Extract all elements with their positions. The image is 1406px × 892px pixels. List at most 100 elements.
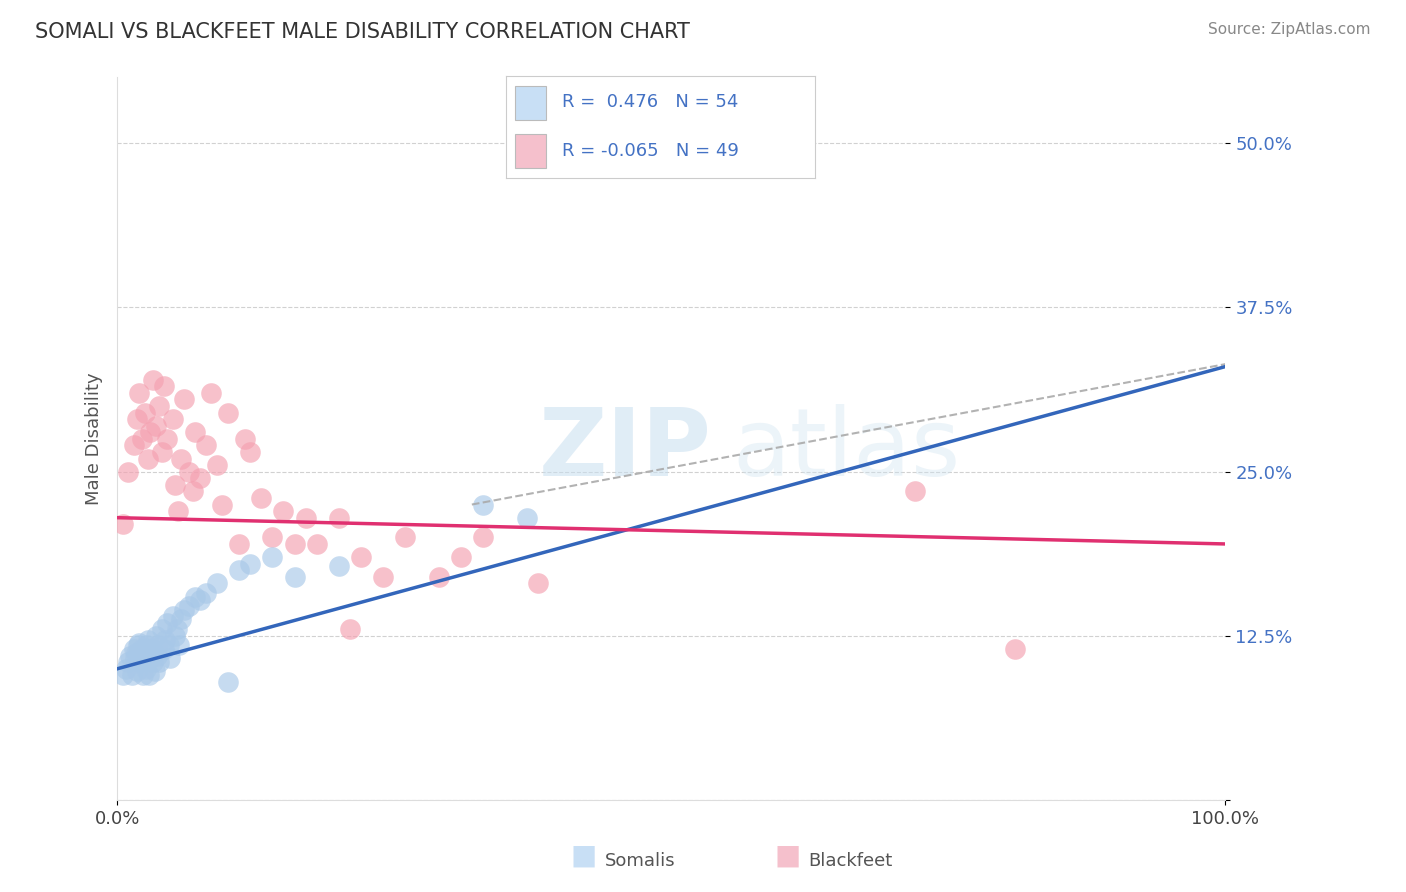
Point bbox=[115, 662, 138, 676]
Point bbox=[166, 623, 188, 637]
Point bbox=[129, 655, 152, 669]
Point bbox=[450, 550, 472, 565]
Point bbox=[152, 642, 174, 657]
Point bbox=[173, 392, 195, 407]
Point bbox=[139, 425, 162, 440]
Point bbox=[205, 458, 228, 472]
Point bbox=[328, 510, 350, 524]
Point bbox=[148, 655, 170, 669]
Point bbox=[142, 655, 165, 669]
FancyBboxPatch shape bbox=[516, 135, 547, 168]
Point bbox=[194, 438, 217, 452]
Point bbox=[128, 635, 150, 649]
Point bbox=[184, 425, 207, 440]
Point bbox=[233, 432, 256, 446]
Text: Source: ZipAtlas.com: Source: ZipAtlas.com bbox=[1208, 22, 1371, 37]
Point bbox=[117, 465, 139, 479]
Point bbox=[179, 599, 201, 613]
Point bbox=[111, 517, 134, 532]
Point bbox=[228, 563, 250, 577]
Point bbox=[150, 623, 173, 637]
Point bbox=[125, 646, 148, 660]
Point bbox=[904, 484, 927, 499]
Point bbox=[135, 662, 157, 676]
Point bbox=[145, 629, 167, 643]
Point bbox=[471, 530, 494, 544]
Point bbox=[139, 651, 162, 665]
Point bbox=[131, 432, 153, 446]
Point bbox=[163, 629, 186, 643]
Point bbox=[132, 651, 155, 665]
Point bbox=[142, 373, 165, 387]
Y-axis label: Male Disability: Male Disability bbox=[86, 373, 103, 505]
Point bbox=[157, 638, 180, 652]
Text: ■: ■ bbox=[775, 842, 800, 870]
Point bbox=[239, 445, 262, 459]
Point bbox=[328, 559, 350, 574]
Point bbox=[283, 537, 305, 551]
Point bbox=[122, 438, 145, 452]
Point bbox=[134, 646, 156, 660]
Point bbox=[250, 491, 273, 505]
Point bbox=[128, 385, 150, 400]
Point bbox=[156, 432, 179, 446]
Point bbox=[373, 570, 395, 584]
Point bbox=[136, 632, 159, 647]
Point bbox=[167, 638, 190, 652]
Point bbox=[350, 550, 373, 565]
Point bbox=[217, 675, 239, 690]
Text: R =  0.476   N = 54: R = 0.476 N = 54 bbox=[562, 94, 738, 112]
Point bbox=[117, 655, 139, 669]
Point bbox=[184, 590, 207, 604]
Point bbox=[527, 576, 550, 591]
Point bbox=[124, 651, 146, 665]
Point bbox=[1004, 642, 1026, 657]
Point bbox=[170, 451, 193, 466]
FancyBboxPatch shape bbox=[516, 87, 547, 120]
Point bbox=[294, 510, 316, 524]
Point bbox=[127, 665, 149, 679]
Point bbox=[163, 478, 186, 492]
Text: Blackfeet: Blackfeet bbox=[808, 852, 893, 870]
Point bbox=[167, 504, 190, 518]
Point bbox=[148, 399, 170, 413]
Point bbox=[200, 385, 222, 400]
Point bbox=[162, 412, 184, 426]
Point bbox=[127, 412, 149, 426]
Point bbox=[143, 665, 166, 679]
Point bbox=[262, 530, 284, 544]
Point bbox=[394, 530, 416, 544]
Point bbox=[162, 609, 184, 624]
Point bbox=[111, 668, 134, 682]
Point bbox=[188, 593, 211, 607]
Point bbox=[173, 602, 195, 616]
Text: Somalis: Somalis bbox=[605, 852, 675, 870]
Point bbox=[516, 510, 538, 524]
Point bbox=[131, 668, 153, 682]
Point bbox=[153, 632, 176, 647]
Point bbox=[145, 418, 167, 433]
Point bbox=[152, 379, 174, 393]
Point bbox=[170, 612, 193, 626]
Point bbox=[148, 638, 170, 652]
Point bbox=[228, 537, 250, 551]
Point bbox=[156, 615, 179, 630]
Text: ZIP: ZIP bbox=[538, 404, 711, 496]
Point bbox=[127, 638, 149, 652]
Point bbox=[134, 405, 156, 419]
Point bbox=[159, 651, 181, 665]
Point bbox=[188, 471, 211, 485]
Point bbox=[273, 504, 295, 518]
Text: atlas: atlas bbox=[733, 404, 960, 496]
Point bbox=[150, 445, 173, 459]
Point bbox=[194, 585, 217, 599]
Point bbox=[283, 570, 305, 584]
Point bbox=[122, 642, 145, 657]
Text: ■: ■ bbox=[571, 842, 596, 870]
Point bbox=[239, 557, 262, 571]
Point bbox=[141, 642, 163, 657]
Point bbox=[136, 638, 159, 652]
Point bbox=[131, 642, 153, 657]
Point bbox=[427, 570, 450, 584]
Point bbox=[136, 451, 159, 466]
